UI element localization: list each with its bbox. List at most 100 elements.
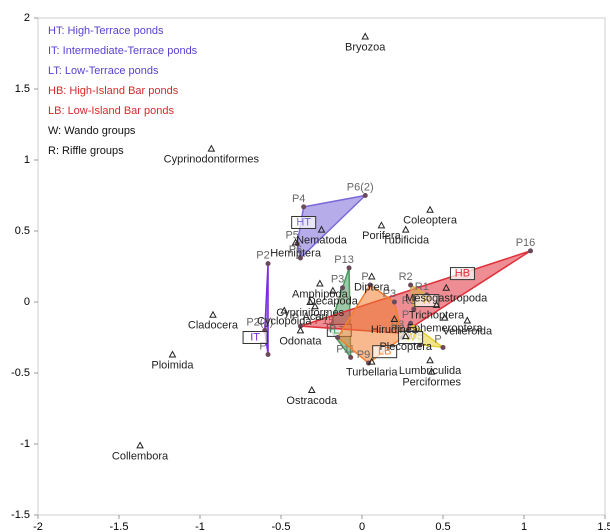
taxon-label: Trichoptera — [409, 310, 465, 322]
taxon-label: Cladocera — [188, 320, 239, 332]
site-label: R3 — [402, 295, 416, 307]
taxon-point — [311, 302, 319, 310]
site-label: P2 — [256, 250, 269, 262]
taxon-point — [296, 326, 305, 334]
site-label: P3 — [383, 288, 396, 300]
y-tick-label: -1.5 — [11, 509, 30, 521]
y-tick-label: 1.5 — [15, 83, 30, 95]
x-tick-label: 0.5 — [435, 521, 450, 532]
taxon-label: Decapoda — [308, 296, 359, 308]
legend-entry: HT: High-Terrace ponds — [48, 25, 164, 37]
taxon-point — [317, 225, 326, 233]
site-point — [297, 255, 303, 261]
taxon-point — [367, 272, 376, 280]
plot-frame — [37, 17, 606, 516]
site-point — [348, 354, 354, 360]
taxon-point — [440, 313, 449, 321]
taxon-label: Ploimida — [151, 359, 194, 371]
x-tick-label: -1 — [195, 521, 205, 532]
taxon-label: Bryozoa — [345, 41, 386, 53]
x-tick-label: 0 — [359, 521, 365, 532]
group-box — [242, 331, 268, 344]
taxon-label: Veneroida — [443, 325, 493, 337]
taxon-label: Hirudinea — [371, 324, 419, 336]
taxon-point — [316, 279, 324, 287]
taxon-label: Perciformes — [402, 376, 461, 388]
site-label: P — [259, 340, 266, 352]
site-label: P9 — [357, 349, 370, 361]
legend-entry: LT: Low-Terrace ponds — [48, 65, 159, 77]
site-label: P — [402, 309, 409, 321]
site-point — [391, 299, 397, 305]
x-tick-label: 1.5 — [597, 521, 610, 532]
taxon-label: Plecoptera — [379, 341, 432, 353]
legend-entry: R: Riffle groups — [48, 145, 124, 157]
group-label: HB — [455, 268, 470, 280]
site-label: P6 — [289, 244, 302, 256]
y-tick-label: 0 — [24, 296, 30, 308]
taxon-label: Tubificida — [382, 234, 430, 246]
legend-entry: HB: High-Island Bar ponds — [48, 85, 179, 97]
taxon-point — [442, 283, 451, 291]
taxon-label: Diptera — [354, 281, 390, 293]
y-tick-label: -0.5 — [11, 367, 30, 379]
taxon-label: Hemiptera — [270, 247, 322, 259]
site-point — [340, 285, 346, 291]
taxon-point — [401, 225, 410, 233]
group-box — [414, 294, 440, 308]
taxon-point — [426, 205, 434, 213]
y-tick-label: 0.5 — [15, 225, 30, 237]
taxon-label: Cypriniformes — [276, 307, 344, 319]
group-box — [449, 267, 475, 281]
taxon-label: Turbellaria — [346, 367, 398, 379]
site-label: P — [434, 333, 441, 345]
taxon-point — [377, 221, 386, 229]
x-tick-label: -1.5 — [110, 521, 129, 532]
taxon-point — [432, 300, 441, 308]
site-label: P13 — [334, 254, 354, 266]
taxon-point — [427, 367, 436, 375]
y-tick-label: 1 — [24, 154, 30, 166]
legend-entry: W: Wando groups — [48, 125, 136, 137]
x-tick-label: -0.5 — [272, 521, 291, 532]
group-label: W — [405, 331, 416, 343]
taxon-point — [390, 314, 399, 323]
site-label: P6(2) — [347, 181, 374, 193]
taxon-label: Nematoda — [296, 234, 348, 246]
site-point — [408, 282, 414, 288]
site-point — [367, 282, 373, 288]
taxon-label: Porifera — [362, 230, 401, 242]
site-label: P — [292, 312, 299, 324]
taxon-point — [207, 144, 216, 152]
taxon-point — [426, 356, 434, 364]
x-tick-label: -2 — [33, 521, 43, 532]
x-tick-label: 1 — [521, 521, 527, 532]
taxon-label: Ephemeroptera — [407, 323, 484, 335]
group-box — [291, 215, 317, 229]
site-label: P3 — [331, 274, 344, 286]
site-label: P — [329, 323, 336, 335]
taxon-point — [306, 297, 315, 305]
site-point — [440, 344, 446, 350]
site-label: R1 — [415, 281, 429, 293]
legend-entry: IT: Intermediate-Terrace ponds — [48, 45, 198, 57]
site-label: R2 — [399, 271, 413, 283]
taxon-point — [463, 316, 472, 324]
group-box — [372, 345, 398, 359]
taxon-point — [168, 350, 177, 358]
taxon-label: Cyprinodontiformes — [164, 154, 260, 166]
taxon-label: Odonata — [279, 335, 322, 347]
y-tick-label: 2 — [24, 12, 30, 24]
y-tick-label: -1 — [20, 438, 30, 450]
site-point — [265, 261, 271, 267]
site-point — [346, 265, 352, 271]
taxon-label: Acari — [302, 311, 327, 323]
taxon-point — [307, 385, 316, 394]
taxon-point — [401, 332, 410, 340]
group-label: R — [423, 294, 431, 306]
site-point — [362, 193, 368, 198]
site-point — [297, 323, 303, 329]
taxon-point — [291, 238, 300, 246]
taxon-point — [280, 306, 289, 314]
